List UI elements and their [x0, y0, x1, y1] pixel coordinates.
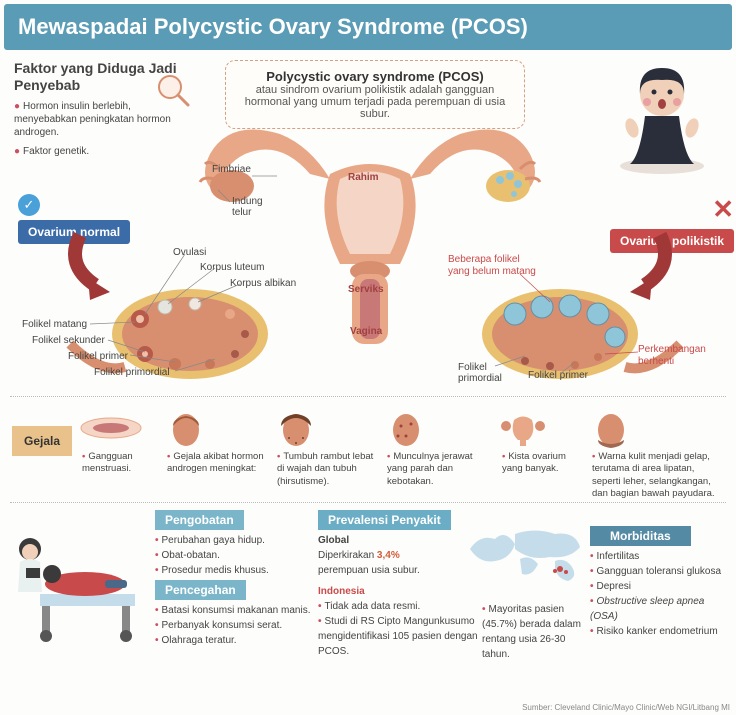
woman-icon [610, 56, 715, 176]
pengobatan-block: Pengobatan •Perubahan gaya hidup. •Obat-… [155, 510, 310, 578]
pencegahan-title: Pencegahan [155, 580, 246, 600]
magnifier-icon [155, 72, 195, 112]
gejala-text: •Munculnya jerawat yang parah dan kebota… [381, 451, 496, 488]
leader-lines [460, 264, 710, 384]
leader-line [252, 171, 282, 181]
pencegahan-block: Pencegahan •Batasi konsumsi makanan mani… [155, 580, 320, 648]
doctor-patient-icon [10, 524, 150, 644]
gejala-text: •Gejala akibat hormon androgen meningkat… [161, 451, 271, 476]
check-icon: ✓ [18, 194, 40, 216]
gejala-text: •Warna kulit menjadi gelap, terutama di … [586, 451, 721, 500]
head-icon [161, 408, 211, 448]
leader-lines [90, 252, 290, 382]
head-icon [271, 408, 321, 448]
label-fol-matang: Folikel matang [22, 319, 87, 330]
pcos-definition: Polycystic ovary syndrome (PCOS) atau si… [225, 60, 525, 129]
head-icon [381, 408, 431, 448]
gejala-text: •Gangguan menstruasi. [76, 451, 161, 476]
morbiditas-title: Morbiditas [590, 526, 691, 546]
uterus-icon [496, 408, 551, 448]
label-rahim: Rahim [348, 172, 379, 183]
label-indung: Indung telur [232, 196, 272, 218]
gejala-text: •Tumbuh rambut lebat di wajah dan tubuh … [271, 451, 381, 488]
mayoritas-text: •Mayoritas pasien (45.7%) berada dalam r… [482, 602, 592, 662]
leader-line [218, 190, 238, 204]
prevalensi-block: Prevalensi Penyakit Global Diperkirakan … [318, 510, 478, 659]
morbiditas-block: Morbiditas •Infertilitas •Gangguan toler… [590, 526, 730, 639]
page-title: Mewaspadai Polycystic Ovary Syndrome (PC… [4, 4, 732, 50]
world-map-icon [460, 519, 590, 594]
label-vagina: Vagina [350, 326, 382, 337]
gejala-text: •Kista ovarium yang banyak. [496, 451, 586, 476]
gejala-row: •Gangguan menstruasi. •Gejala akibat hor… [76, 408, 726, 500]
label-serviks: Serviks [348, 284, 384, 295]
factor-item: ●Faktor genetik. [14, 145, 184, 158]
label-fimbriae: Fimbriae [212, 164, 251, 175]
pad-icon [76, 408, 146, 448]
prevalensi-title: Prevalensi Penyakit [318, 510, 451, 530]
head-icon [586, 408, 636, 448]
gejala-tag: Gejala [12, 434, 72, 448]
pcos-def-title: Polycystic ovary syndrome (PCOS) [266, 69, 483, 84]
x-icon: ✕ [712, 194, 734, 224]
pcos-def-text: atau sindrom ovarium polikistik adalah g… [245, 84, 506, 120]
pengobatan-title: Pengobatan [155, 510, 244, 530]
